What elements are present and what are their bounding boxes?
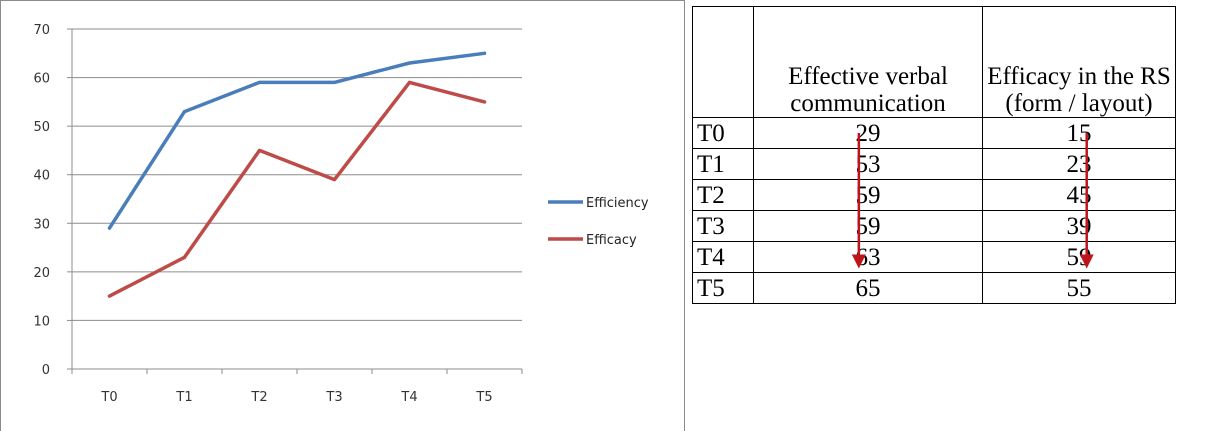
chart-border	[0, 0, 685, 431]
cell-verbal-communication: 65	[753, 272, 983, 304]
x-tick-label: T3	[325, 390, 342, 405]
y-tick-label: 60	[33, 72, 50, 87]
row-label: T0	[692, 117, 754, 149]
x-tick-label: T5	[475, 390, 492, 405]
cell-efficacy-rs: 55	[982, 272, 1176, 304]
table-row: T1 53 23	[692, 148, 1176, 180]
data-point-efficiency	[333, 80, 336, 84]
data-table: Effective verbal communication Efficacy …	[692, 6, 1176, 304]
y-tick-label: 40	[33, 169, 50, 184]
data-point-efficiency	[183, 110, 186, 114]
y-tick-label: 30	[33, 217, 50, 232]
x-tick-label: T4	[400, 390, 417, 405]
cell-efficacy-rs: 59	[982, 241, 1176, 273]
table-header-empty	[692, 6, 754, 118]
table-row: T5 65 55	[692, 272, 1176, 304]
cell-verbal-communication: 63	[753, 241, 983, 273]
cell-efficacy-rs: 15	[982, 117, 1176, 149]
data-point-efficacy	[108, 294, 111, 298]
y-tick-label: 50	[33, 120, 50, 135]
y-tick-label: 20	[33, 266, 50, 281]
x-tick-label: T0	[100, 390, 117, 405]
table-header-efficacy-rs: Efficacy in the RS (form / layout)	[982, 6, 1176, 118]
data-point-efficacy	[333, 178, 336, 182]
data-point-efficiency	[483, 51, 486, 55]
legend-label-efficiency: Efficiency	[586, 196, 649, 211]
row-label: T4	[692, 241, 754, 273]
legend-label-efficacy: Efficacy	[586, 233, 637, 248]
cell-efficacy-rs: 45	[982, 179, 1176, 211]
row-label: T2	[692, 179, 754, 211]
table-row: T4 63 59	[692, 241, 1176, 273]
row-label: T5	[692, 272, 754, 304]
x-tick-labels: T0 T1 T2 T3 T4 T5	[100, 390, 492, 405]
legend: Efficiency Efficacy	[548, 196, 649, 248]
y-tick-label: 70	[33, 23, 50, 38]
cell-efficacy-rs: 39	[982, 210, 1176, 242]
data-point-efficiency	[258, 80, 261, 84]
cell-verbal-communication: 59	[753, 179, 983, 211]
series-line-efficacy	[107, 80, 487, 298]
x-tick-label: T2	[250, 390, 267, 405]
table-header-row: Effective verbal communication Efficacy …	[692, 6, 1176, 118]
cell-verbal-communication: 59	[753, 210, 983, 242]
data-point-efficiency	[108, 226, 111, 230]
x-tick-label: T1	[175, 390, 192, 405]
line-chart-panel: 0 10 20 30 40 50 60 70 T0 T1 T2 T3 T4 T5 Efficiency E…	[0, 0, 685, 431]
series-line-efficiency	[107, 51, 487, 230]
grid-lines	[72, 28, 522, 321]
data-point-efficacy	[408, 80, 411, 84]
row-label: T3	[692, 210, 754, 242]
data-table-panel: Effective verbal communication Efficacy …	[692, 0, 1211, 431]
axes	[67, 28, 523, 374]
y-tick-label: 0	[42, 363, 50, 378]
table-row: T0 29 15	[692, 117, 1176, 149]
cell-verbal-communication: 53	[753, 148, 983, 180]
cell-verbal-communication: 29	[753, 117, 983, 149]
table-row: T2 59 45	[692, 179, 1176, 211]
series-lines	[107, 51, 487, 298]
y-tick-label: 10	[33, 314, 50, 329]
row-label: T1	[692, 148, 754, 180]
data-point-efficacy	[483, 100, 486, 104]
table-header-verbal-communication: Effective verbal communication	[753, 6, 983, 118]
table-row: T3 59 39	[692, 210, 1176, 242]
cell-efficacy-rs: 23	[982, 148, 1176, 180]
data-point-efficacy	[183, 255, 186, 259]
data-point-efficacy	[258, 148, 261, 152]
y-tick-labels: 0 10 20 30 40 50 60 70	[33, 23, 50, 378]
data-point-efficiency	[408, 61, 411, 65]
